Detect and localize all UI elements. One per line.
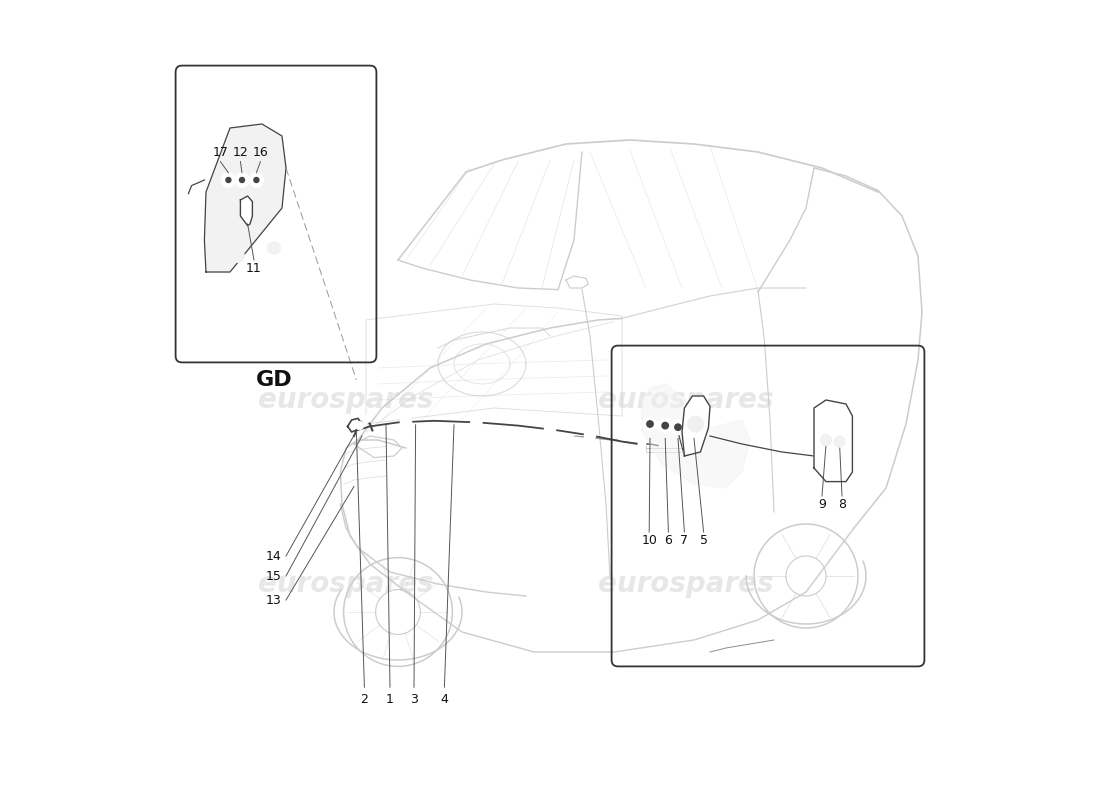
Text: 14: 14 [266, 550, 282, 562]
Text: 15: 15 [266, 570, 282, 582]
Circle shape [647, 421, 653, 427]
Polygon shape [814, 400, 852, 482]
Text: eurospares: eurospares [258, 570, 433, 598]
Text: eurospares: eurospares [258, 386, 433, 414]
Text: 13: 13 [266, 594, 282, 606]
Circle shape [362, 415, 370, 423]
Circle shape [638, 440, 646, 448]
Text: 2: 2 [361, 693, 368, 706]
Circle shape [239, 177, 245, 183]
Text: 4: 4 [440, 693, 449, 706]
Text: 5: 5 [700, 534, 707, 546]
Circle shape [658, 418, 672, 433]
Circle shape [834, 436, 845, 447]
Circle shape [355, 422, 364, 430]
Text: 10: 10 [641, 534, 657, 546]
Text: 16: 16 [253, 146, 268, 158]
Text: 3: 3 [410, 693, 418, 706]
Polygon shape [642, 384, 750, 488]
Circle shape [400, 417, 411, 428]
Text: 9: 9 [818, 498, 826, 510]
Circle shape [234, 173, 250, 187]
Polygon shape [682, 396, 710, 456]
Text: 7: 7 [681, 534, 689, 546]
Text: 17: 17 [212, 146, 229, 158]
Circle shape [250, 173, 264, 187]
Circle shape [544, 424, 556, 435]
Text: eurospares: eurospares [598, 386, 773, 414]
Polygon shape [205, 124, 286, 272]
Text: 11: 11 [246, 262, 262, 274]
Circle shape [221, 173, 235, 187]
Circle shape [688, 416, 704, 432]
Text: eurospares: eurospares [598, 570, 773, 598]
Circle shape [821, 434, 832, 446]
Circle shape [471, 417, 482, 428]
Circle shape [232, 250, 244, 262]
Circle shape [226, 177, 232, 183]
Text: 12: 12 [232, 146, 249, 158]
Text: 6: 6 [664, 534, 672, 546]
Text: 8: 8 [838, 498, 846, 510]
Circle shape [662, 422, 669, 429]
Text: GD: GD [255, 370, 293, 390]
Circle shape [642, 417, 657, 431]
Circle shape [584, 430, 595, 441]
Polygon shape [241, 196, 252, 226]
Circle shape [267, 242, 280, 254]
Text: 1: 1 [386, 693, 394, 706]
Circle shape [253, 177, 260, 183]
Circle shape [671, 420, 685, 434]
Circle shape [674, 424, 681, 430]
